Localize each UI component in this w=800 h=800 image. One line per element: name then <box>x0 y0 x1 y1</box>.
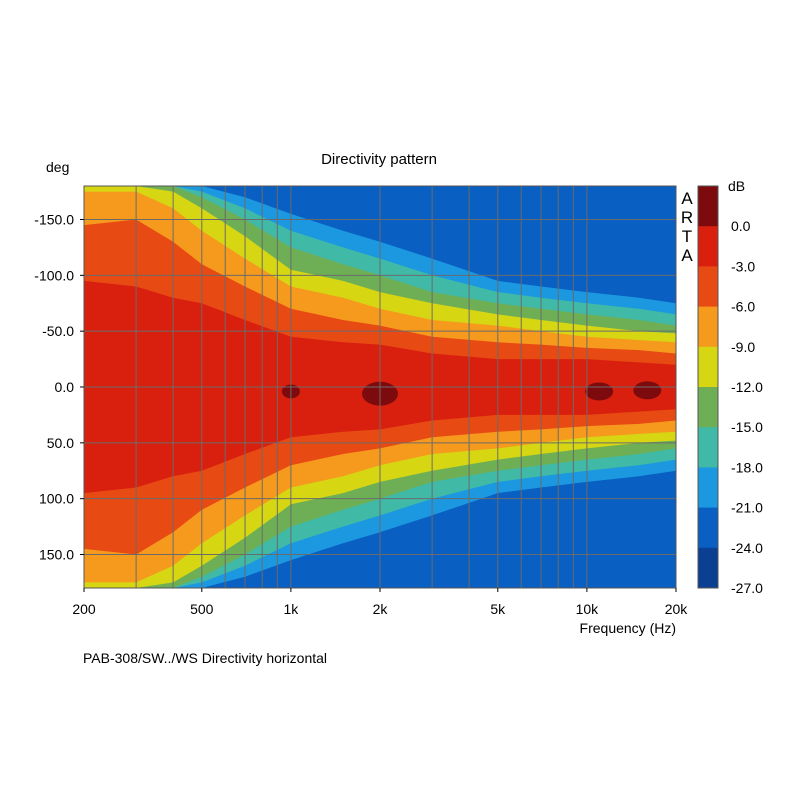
y-axis: -150.0 -100.0 -50.0 0.0 50.0 100.0 150.0 <box>34 212 84 563</box>
colorbar-label: -12.0 <box>731 379 763 395</box>
colorbar-swatch <box>698 266 718 308</box>
x-tick-label: 500 <box>190 601 214 617</box>
brand-letter: R <box>681 208 693 227</box>
colorbar-swatch <box>698 186 718 227</box>
brand-letter: A <box>681 246 693 265</box>
colorbar-label: -27.0 <box>731 580 763 596</box>
y-tick-label: 100.0 <box>39 491 74 507</box>
colorbar-label: -3.0 <box>731 258 755 274</box>
y-tick-label: 0.0 <box>55 379 75 395</box>
colorbar-swatch <box>698 507 718 549</box>
colorbar-label: -6.0 <box>731 299 755 315</box>
colorbar-label: -15.0 <box>731 419 763 435</box>
brand-letter: A <box>681 189 693 208</box>
colorbar-swatch <box>698 346 718 388</box>
x-tick-label: 20k <box>665 601 689 617</box>
chart-caption: PAB-308/SW../WS Directivity horizontal <box>83 650 327 666</box>
x-tick-label: 5k <box>490 601 506 617</box>
y-tick-label: -50.0 <box>42 323 74 339</box>
chart-title: Directivity pattern <box>321 151 437 168</box>
colorbar-swatch <box>698 547 718 589</box>
colorbar-swatch <box>698 467 718 509</box>
colorbar-frame <box>697 185 719 589</box>
colorbar-unit: dB <box>728 178 745 194</box>
colorbar-label: -18.0 <box>731 459 763 475</box>
y-axis-label: deg <box>46 159 69 175</box>
colorbar-swatch <box>698 226 718 267</box>
colorbar-label: -24.0 <box>731 540 763 556</box>
grid-lines <box>84 186 676 588</box>
x-tick-label: 10k <box>576 601 600 617</box>
x-tick-label: 1k <box>283 601 299 617</box>
colorbar-swatch <box>698 427 718 468</box>
x-tick-label: 2k <box>373 601 389 617</box>
colorbar-swatch <box>698 387 718 428</box>
y-tick-label: 50.0 <box>47 435 74 451</box>
y-tick-label: 150.0 <box>39 547 74 563</box>
x-axis-label: Frequency (Hz) <box>580 620 676 636</box>
y-tick-label: -150.0 <box>34 212 74 228</box>
colorbar: 0.0 -3.0 -6.0 -9.0 -12.0 -15.0 -18.0 -21.0 -24.0… <box>697 185 763 596</box>
colorbar-label: -9.0 <box>731 339 755 355</box>
peak-region <box>633 381 662 400</box>
peak-region <box>585 382 614 401</box>
colorbar-label: -21.0 <box>731 500 763 516</box>
x-axis: 200 500 1k 2k 5k 10k 20k <box>72 588 688 617</box>
brand-letter: T <box>682 227 692 246</box>
x-tick-label: 200 <box>72 601 96 617</box>
colorbar-swatch <box>698 306 718 348</box>
y-tick-label: -100.0 <box>34 267 74 283</box>
colorbar-label: 0.0 <box>731 218 751 234</box>
